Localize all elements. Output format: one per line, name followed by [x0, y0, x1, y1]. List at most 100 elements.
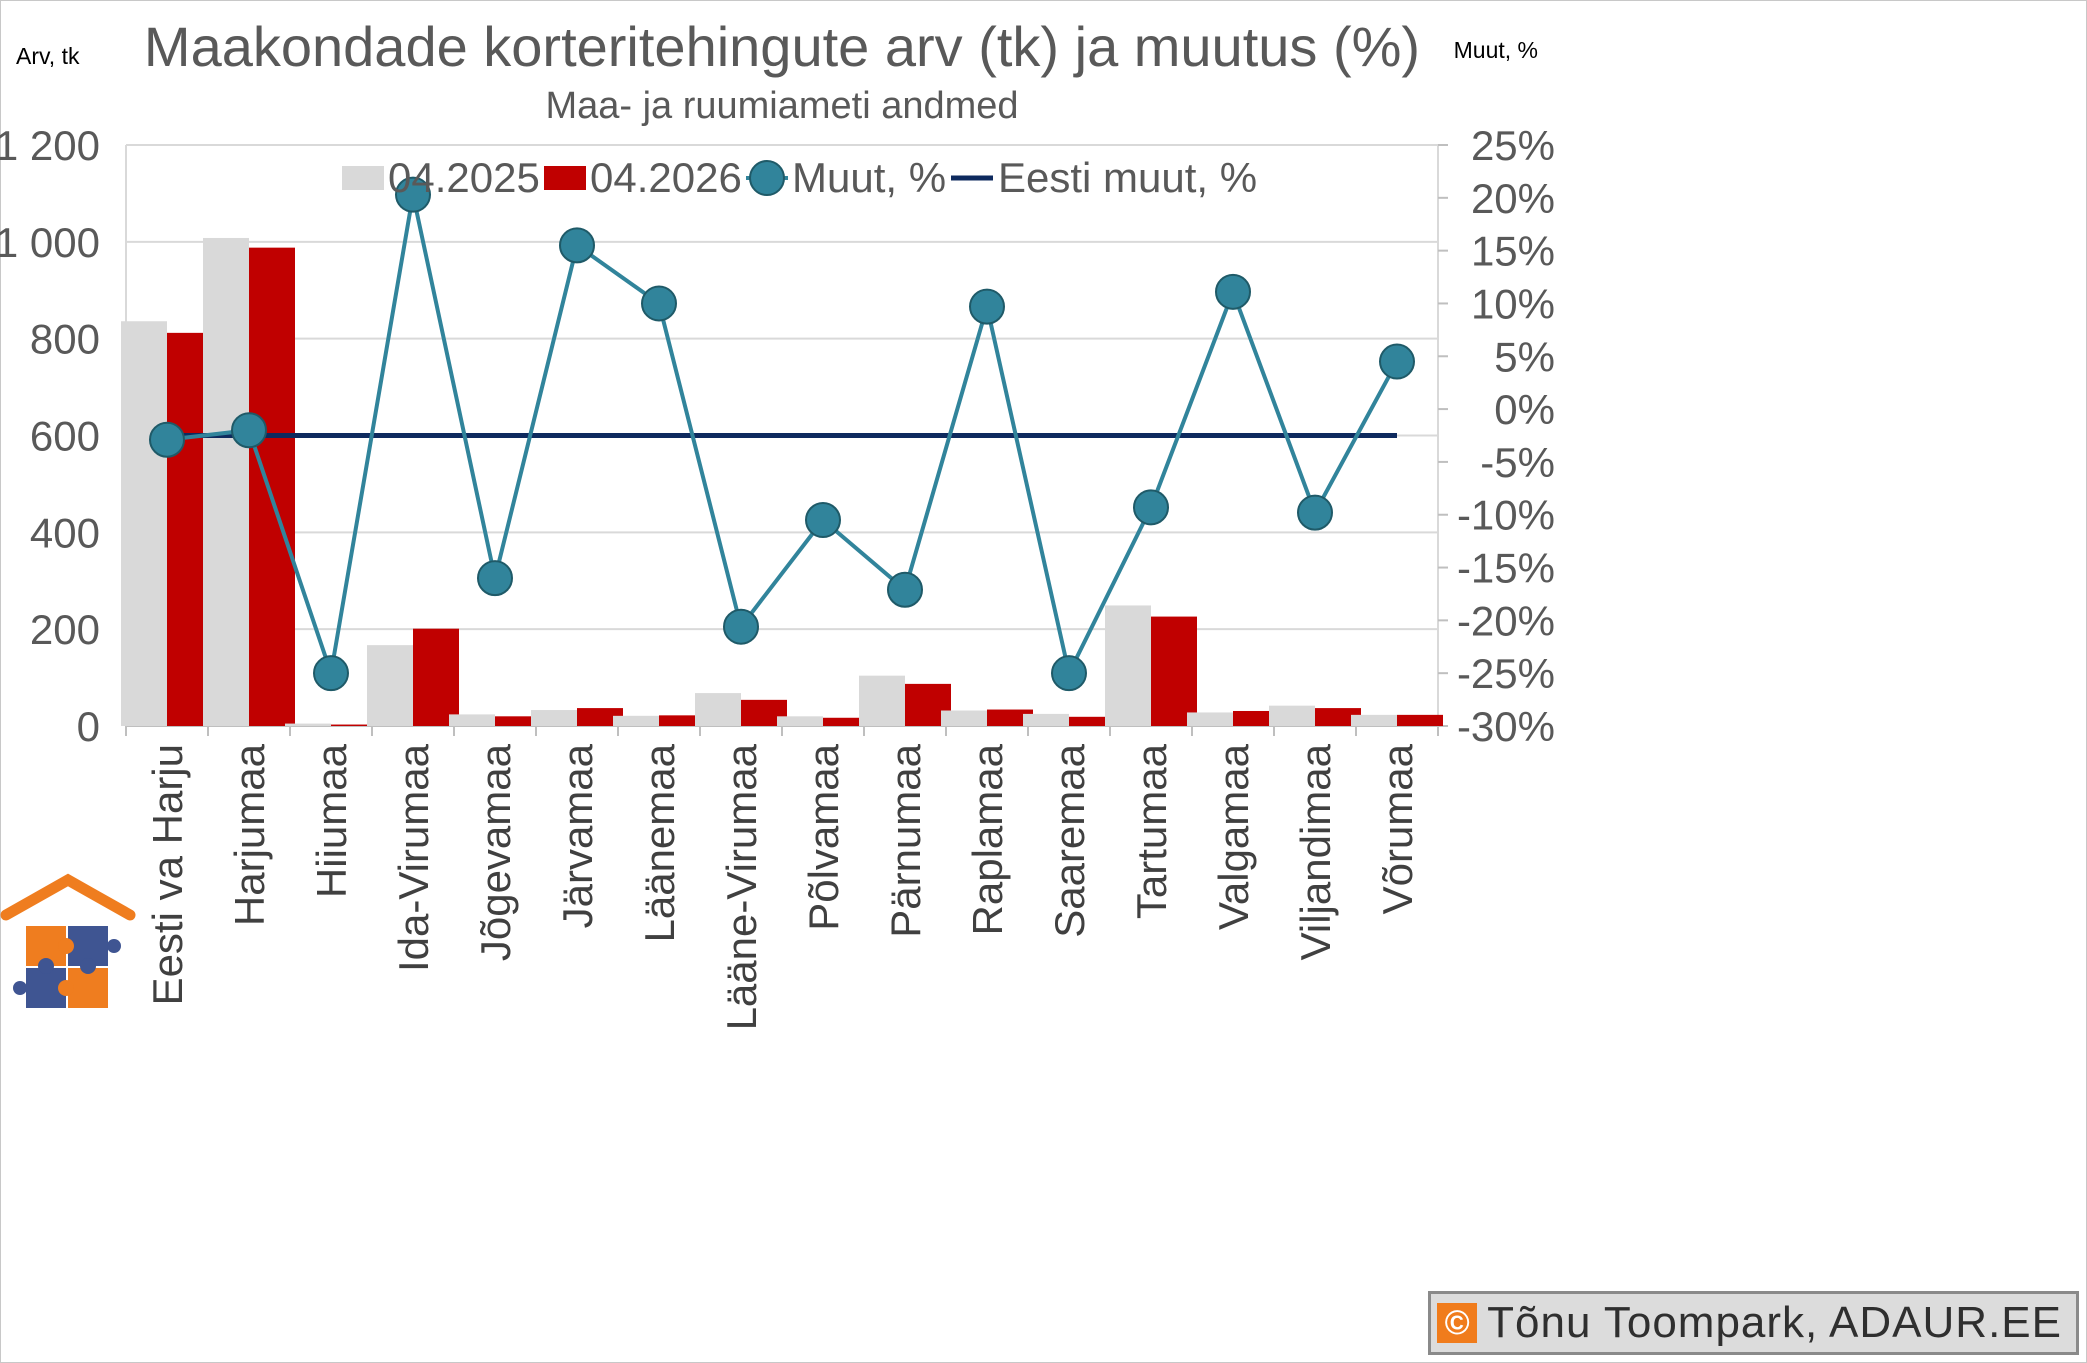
bar-2026-4: [495, 716, 541, 726]
bar-2025-0: [121, 321, 167, 726]
y-right-tick-label: 10%: [1471, 280, 1555, 327]
bar-2025-2: [285, 723, 331, 726]
legend-marker-muut: [749, 160, 785, 196]
legend-label-muut: Muut, %: [792, 154, 946, 201]
y-right-tick-label: -30%: [1457, 703, 1555, 750]
x-category-label: Ida-Virumaa: [390, 743, 437, 972]
muut-point-4: [477, 560, 513, 597]
chart-subtitle: Maa- ja ruumiameti andmed: [545, 85, 1018, 127]
bar-2025-10: [941, 710, 987, 726]
bar-2025-12: [1105, 605, 1151, 726]
copyright-icon: ©: [1437, 1303, 1478, 1343]
logo-knob-3: [80, 958, 96, 974]
muut-point-7: [723, 608, 759, 645]
logo-knob-4: [58, 980, 74, 996]
y-left-axis-title: Arv, tk: [16, 43, 80, 69]
bar-2026-14: [1315, 708, 1361, 726]
bar-2025-15: [1351, 714, 1397, 726]
y-right-tick-label: 20%: [1471, 175, 1555, 222]
logo-knob-6: [13, 981, 27, 995]
x-category-label: Raplamaa: [964, 743, 1011, 935]
muut-point-9: [887, 571, 923, 608]
bar-2025-14: [1269, 705, 1315, 726]
x-category-label: Võrumaa: [1374, 743, 1421, 914]
y-right-tick-label: 0%: [1494, 386, 1555, 433]
bar-2025-4: [449, 714, 495, 726]
y-right-tick-label: -25%: [1457, 650, 1555, 697]
y-left-tick-label: 0: [77, 703, 100, 750]
chart-title: Maakondade korteritehingute arv (tk) ja …: [144, 15, 1420, 78]
x-category-label: Tartumaa: [1128, 743, 1175, 919]
x-category-label: Saaremaa: [1046, 743, 1093, 937]
muut-point-14: [1297, 494, 1333, 531]
bar-2026-5: [577, 708, 623, 726]
x-category-label: Eesti va Harju: [144, 744, 191, 1005]
bar-2025-8: [777, 716, 823, 726]
logo-roof: [0, 873, 136, 921]
muut-point-1: [231, 412, 267, 449]
x-category-label: Järvamaa: [554, 743, 601, 928]
y-left-tick-label: 200: [30, 606, 100, 653]
bar-2026-11: [1069, 716, 1115, 726]
bar-2026-8: [823, 717, 869, 726]
bar-2026-3: [413, 628, 459, 726]
legend-swatch-2025: [342, 166, 384, 190]
muut-line: [166, 194, 1399, 680]
credit-text: Tõnu Toompark, ADAUR.EE: [1487, 1298, 2062, 1347]
x-category-label: Viljandimaa: [1292, 743, 1339, 960]
muut-point-13: [1215, 273, 1251, 310]
bar-2026-12: [1151, 616, 1197, 726]
y-right-axis-title: Muut, %: [1454, 37, 1538, 63]
bar-2025-13: [1187, 712, 1233, 726]
house-puzzle-logo: [0, 873, 136, 1008]
bar-2025-9: [859, 675, 905, 726]
x-category-label: Põlvamaa: [800, 743, 847, 930]
credit-box: © Tõnu Toompark, ADAUR.EE: [1428, 1291, 2079, 1355]
y-right-tick-label: 15%: [1471, 228, 1555, 275]
x-category-label: Jõgevamaa: [472, 743, 519, 961]
y-right-tick-label: -20%: [1457, 597, 1555, 644]
y-right-tick-label: 5%: [1494, 333, 1555, 380]
muut-point-2: [313, 655, 349, 692]
bar-2026-2: [331, 724, 377, 726]
x-category-label: Harjumaa: [226, 743, 273, 926]
muut-point-5: [559, 227, 595, 264]
logo-knob-2: [38, 958, 54, 974]
x-category-label: Läänemaa: [636, 743, 683, 942]
y-left-tick-label: 400: [30, 509, 100, 556]
x-category-label: Pärnumaa: [882, 743, 929, 937]
y-right-tick-label: -5%: [1480, 439, 1555, 486]
bar-2026-10: [987, 709, 1033, 726]
y-left-tick-label: 800: [30, 316, 100, 363]
y-left-tick-label: 1 200: [0, 122, 100, 169]
muut-point-6: [641, 285, 677, 322]
bar-2025-1: [203, 237, 249, 726]
legend-swatch-2026: [544, 166, 586, 190]
legend-label-2025: 04.2025: [388, 154, 540, 201]
bar-2025-3: [367, 645, 413, 726]
bar-2025-5: [531, 710, 577, 726]
bar-2026-1: [249, 247, 295, 727]
muut-point-0: [149, 421, 185, 458]
bar-2025-11: [1023, 713, 1069, 726]
x-category-label: Hiiumaa: [308, 743, 355, 898]
y-right-tick-label: -15%: [1457, 545, 1555, 592]
x-category-label: Lääne-Virumaa: [718, 743, 765, 1030]
y-right-tick-label: -10%: [1457, 492, 1555, 539]
logo-knob-5: [107, 939, 121, 953]
bar-2025-6: [613, 715, 659, 726]
y-right-tick-label: 25%: [1471, 122, 1555, 169]
legend-label-2026: 04.2026: [590, 154, 742, 201]
legend-label-eesti: Eesti muut, %: [998, 154, 1257, 201]
bar-2026-13: [1233, 710, 1279, 726]
muut-point-11: [1051, 655, 1087, 692]
logo-piece-orange-2: [68, 968, 108, 1008]
muut-point-12: [1133, 489, 1169, 526]
y-left-tick-label: 600: [30, 413, 100, 460]
muut-point-3: [395, 176, 431, 213]
bar-2026-15: [1397, 714, 1443, 726]
y-left-tick-label: 1 000: [0, 219, 100, 266]
bar-2025-7: [695, 693, 741, 726]
muut-point-10: [969, 288, 1005, 325]
